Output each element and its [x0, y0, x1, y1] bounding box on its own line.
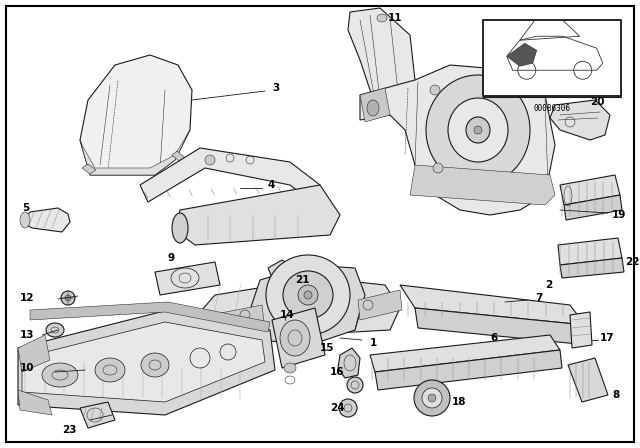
Ellipse shape: [466, 117, 490, 143]
Polygon shape: [400, 285, 585, 325]
Text: 7: 7: [535, 293, 542, 303]
Ellipse shape: [339, 399, 357, 417]
Ellipse shape: [474, 126, 482, 134]
Polygon shape: [360, 65, 555, 215]
Text: 22: 22: [625, 257, 639, 267]
Ellipse shape: [95, 358, 125, 382]
Polygon shape: [22, 208, 70, 232]
Ellipse shape: [367, 100, 379, 116]
Ellipse shape: [266, 255, 350, 335]
Text: 4: 4: [268, 180, 275, 190]
Text: 21: 21: [295, 275, 310, 285]
Polygon shape: [175, 185, 340, 245]
Ellipse shape: [430, 85, 440, 95]
Polygon shape: [18, 335, 50, 372]
Ellipse shape: [426, 75, 530, 185]
Polygon shape: [80, 55, 192, 175]
Bar: [483, 20, 621, 96]
Polygon shape: [172, 151, 185, 162]
Polygon shape: [415, 308, 588, 345]
Ellipse shape: [65, 295, 71, 301]
Ellipse shape: [298, 285, 318, 305]
Ellipse shape: [172, 213, 188, 243]
Polygon shape: [80, 402, 115, 428]
Polygon shape: [22, 322, 265, 402]
Polygon shape: [348, 8, 415, 120]
Polygon shape: [550, 100, 610, 140]
Polygon shape: [268, 260, 295, 282]
Polygon shape: [358, 290, 402, 320]
Text: 3: 3: [272, 83, 279, 93]
Text: 18: 18: [452, 397, 467, 407]
Ellipse shape: [283, 271, 333, 319]
Polygon shape: [250, 265, 365, 345]
Text: 17: 17: [600, 333, 614, 343]
Ellipse shape: [20, 212, 30, 228]
Text: 12: 12: [20, 293, 35, 303]
Ellipse shape: [284, 363, 296, 373]
Text: 5: 5: [22, 203, 29, 213]
Text: 2: 2: [545, 280, 552, 290]
Polygon shape: [375, 350, 562, 390]
Ellipse shape: [205, 155, 215, 165]
Ellipse shape: [347, 377, 363, 393]
Ellipse shape: [280, 320, 310, 356]
Ellipse shape: [42, 363, 78, 387]
Text: 15: 15: [320, 343, 335, 353]
Polygon shape: [155, 262, 220, 295]
Text: 20: 20: [590, 97, 605, 107]
Text: 11: 11: [388, 13, 403, 23]
Ellipse shape: [377, 14, 387, 22]
Polygon shape: [370, 335, 560, 372]
Ellipse shape: [448, 98, 508, 162]
Ellipse shape: [414, 380, 450, 416]
Polygon shape: [30, 302, 270, 332]
Text: 13: 13: [20, 330, 35, 340]
Polygon shape: [570, 312, 592, 348]
Polygon shape: [80, 130, 190, 175]
Text: 1: 1: [370, 338, 377, 348]
Text: 23: 23: [62, 425, 77, 435]
Polygon shape: [195, 278, 400, 340]
Polygon shape: [410, 165, 555, 205]
Ellipse shape: [428, 394, 436, 402]
Ellipse shape: [46, 323, 64, 337]
Polygon shape: [564, 195, 622, 220]
Polygon shape: [140, 148, 320, 202]
Polygon shape: [18, 310, 275, 415]
Polygon shape: [507, 43, 537, 66]
Ellipse shape: [422, 388, 442, 408]
Text: 9: 9: [168, 253, 175, 263]
Text: 8: 8: [612, 390, 620, 400]
Text: 14: 14: [280, 310, 294, 320]
Ellipse shape: [141, 353, 169, 377]
Polygon shape: [82, 164, 96, 174]
Polygon shape: [560, 258, 624, 278]
Text: 24: 24: [330, 403, 344, 413]
Ellipse shape: [61, 291, 75, 305]
Text: 16: 16: [330, 367, 344, 377]
Ellipse shape: [304, 291, 312, 299]
Text: 6: 6: [490, 333, 497, 343]
Polygon shape: [338, 348, 360, 378]
Polygon shape: [18, 390, 52, 415]
Polygon shape: [360, 88, 390, 122]
Text: 10: 10: [20, 363, 35, 373]
Polygon shape: [558, 238, 622, 265]
Polygon shape: [568, 358, 608, 402]
Ellipse shape: [433, 163, 443, 173]
Text: 00086306: 00086306: [534, 104, 570, 113]
Text: 19: 19: [612, 210, 627, 220]
Polygon shape: [560, 175, 620, 205]
Polygon shape: [272, 308, 325, 368]
Polygon shape: [195, 305, 264, 338]
